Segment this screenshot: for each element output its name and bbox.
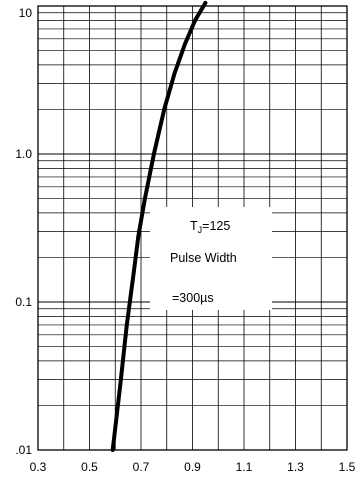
x-tick-labels: 0.3 0.5 0.7 0.9 1.1 1.3 1.5	[30, 460, 356, 474]
series-layer	[110, 0, 208, 452]
x-tick-label: 1.1	[236, 460, 253, 474]
x-tick-label: 1.3	[287, 460, 304, 474]
y-tick-label: 0.1	[15, 295, 32, 309]
y-tick-labels: .01 0.1 1.0 10	[15, 6, 32, 457]
x-tick-label: 0.9	[184, 460, 201, 474]
y-tick-label: 1.0	[15, 147, 32, 161]
x-tick-label: 1.5	[339, 460, 356, 474]
y-tick-label: .01	[15, 443, 32, 457]
x-tick-label: 0.3	[30, 460, 47, 474]
series-line	[110, 0, 208, 452]
y-tick-label: 10	[19, 6, 33, 20]
annotation-pulse-width: Pulse Width	[170, 251, 237, 265]
annotation-box	[150, 207, 272, 310]
annotation-pulse-duration: =300µs	[172, 291, 214, 305]
annotation-junction-temp: TJ=125	[190, 219, 230, 235]
plot-frame	[37, 5, 348, 451]
x-tick-label: 0.7	[133, 460, 150, 474]
x-tick-label: 0.5	[81, 460, 98, 474]
